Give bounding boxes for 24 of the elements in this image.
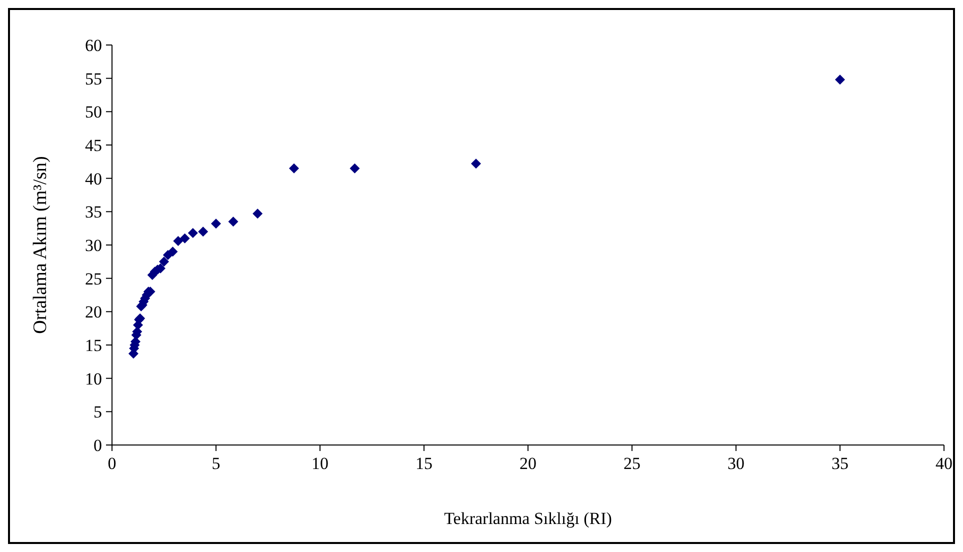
y-tick-label: 45 <box>85 136 102 155</box>
y-tick-label: 15 <box>85 336 102 355</box>
x-tick-label: 5 <box>212 454 220 473</box>
x-tick-label: 35 <box>832 454 848 473</box>
x-tick-label: 10 <box>312 454 328 473</box>
x-tick-label: 15 <box>416 454 432 473</box>
y-axis-title: Ortalama Akım (m³/sn) <box>30 156 51 334</box>
y-tick-label: 50 <box>85 102 102 122</box>
y-tick-label: 0 <box>94 436 102 455</box>
x-tick-label: 0 <box>108 454 116 473</box>
x-tick-label: 20 <box>520 454 536 473</box>
y-tick-label: 60 <box>85 36 102 55</box>
y-tick-label: 35 <box>85 202 102 222</box>
y-tick-label: 10 <box>85 369 102 388</box>
x-tick-label: 30 <box>728 454 744 473</box>
x-axis-title: Tekrarlanma Sıklığı (RI) <box>444 509 612 528</box>
y-tick-label: 20 <box>85 302 102 322</box>
y-tick-label: 40 <box>85 169 102 188</box>
y-tick-label: 5 <box>94 402 102 422</box>
y-tick-label: 30 <box>85 236 102 255</box>
y-tick-label: 55 <box>85 69 102 88</box>
y-tick-label: 25 <box>85 269 102 288</box>
x-tick-label: 25 <box>624 454 640 473</box>
x-tick-label: 40 <box>936 454 952 473</box>
